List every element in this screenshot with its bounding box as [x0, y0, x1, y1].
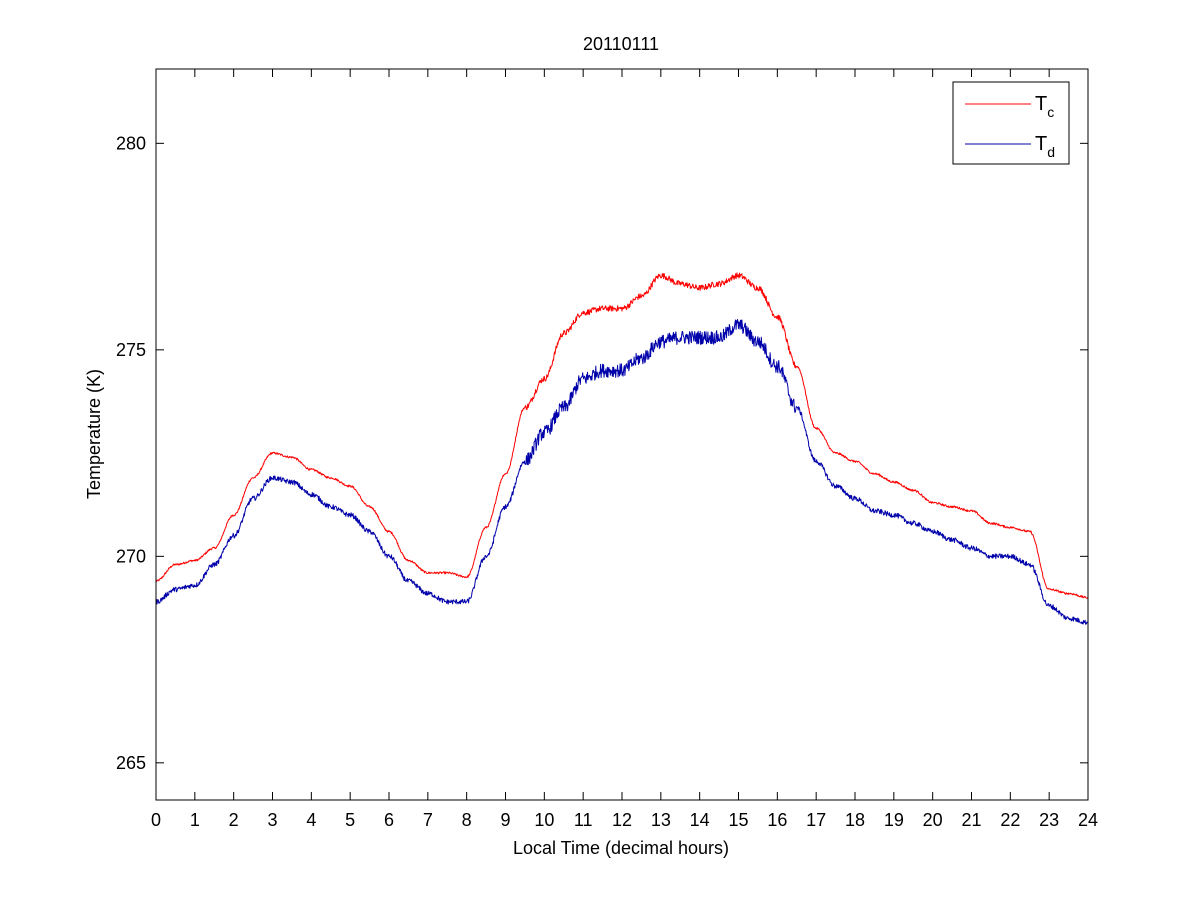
x-tick-label: 20	[923, 810, 943, 830]
x-tick-label: 16	[767, 810, 787, 830]
y-tick-label: 270	[116, 546, 146, 566]
x-tick-label: 0	[151, 810, 161, 830]
chart-title: 20110111	[583, 34, 659, 54]
x-tick-label: 23	[1039, 810, 1059, 830]
y-tick-label: 265	[116, 753, 146, 773]
legend-box	[952, 81, 1070, 165]
x-tick-label: 12	[612, 810, 632, 830]
x-tick-label: 22	[1000, 810, 1020, 830]
x-tick-label: 15	[728, 810, 748, 830]
x-tick-label: 4	[306, 810, 316, 830]
x-tick-label: 13	[651, 810, 671, 830]
y-axis-label: Temperature (K)	[84, 369, 104, 499]
x-tick-label: 19	[884, 810, 904, 830]
x-axis-label: Local Time (decimal hours)	[513, 838, 729, 858]
x-tick-label: 2	[229, 810, 239, 830]
legend-label-subscript: d	[1047, 144, 1055, 160]
series-line-T-d	[155, 319, 1089, 625]
x-tick-label: 10	[534, 810, 554, 830]
y-tick-label: 275	[116, 340, 146, 360]
x-tick-label: 14	[690, 810, 710, 830]
series-layer	[155, 272, 1089, 625]
x-tick-label: 9	[500, 810, 510, 830]
x-tick-label: 24	[1078, 810, 1098, 830]
legend-label-subscript: c	[1047, 104, 1054, 120]
x-tick-label: 8	[462, 810, 472, 830]
y-tick-label: 280	[116, 133, 146, 153]
x-tick-label: 11	[574, 810, 593, 830]
x-tick-label: 5	[345, 810, 355, 830]
x-tick-label: 6	[384, 810, 394, 830]
x-tick-label: 18	[845, 810, 865, 830]
x-tick-label: 7	[423, 810, 433, 830]
x-tick-label: 3	[267, 810, 277, 830]
x-tick-label: 17	[806, 810, 826, 830]
y-axis: 265 270 275 280	[116, 133, 1088, 773]
x-tick-label: 1	[190, 810, 200, 830]
series-line-T-c	[155, 272, 1089, 599]
x-axis: 0 1 2 3 4 5 6 7 8 9 10 11 12 13 14 15 16 17 18 19 20 21 22 23 24	[151, 69, 1098, 830]
x-tick-label: 21	[961, 810, 981, 830]
